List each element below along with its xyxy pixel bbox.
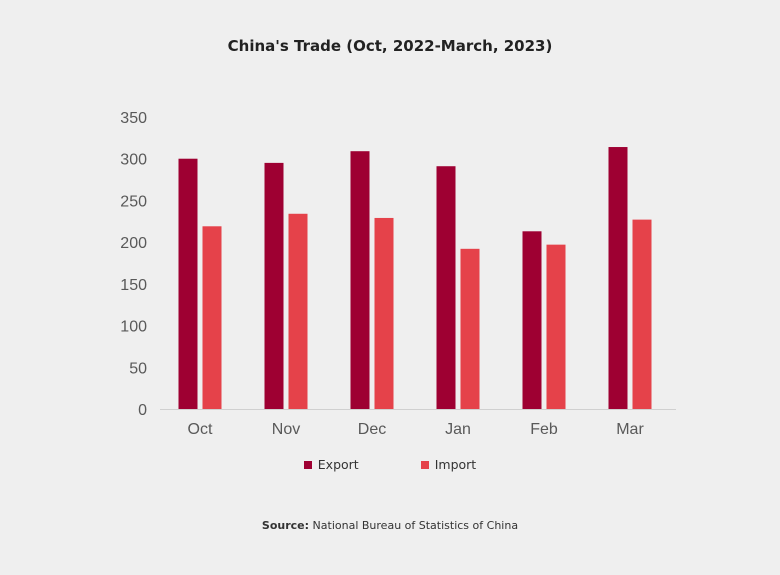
- legend-swatch-import: [420, 460, 429, 469]
- bar-import-dec: [374, 217, 394, 409]
- chart-title: China's Trade (Oct, 2022-March, 2023): [227, 37, 553, 55]
- bar-import-jan: [460, 248, 480, 409]
- bar-export-dec: [350, 151, 370, 409]
- y-tick-label: 250: [120, 193, 147, 210]
- x-tick-label: Feb: [530, 421, 558, 438]
- legend-label-export: Export: [317, 457, 359, 472]
- bar-export-mar: [608, 147, 628, 409]
- bar-import-mar: [632, 219, 652, 409]
- x-tick-label: Jan: [445, 421, 471, 438]
- y-tick-label: 150: [120, 277, 147, 294]
- bar-export-feb: [522, 231, 542, 409]
- legend-swatch-export: [303, 460, 312, 469]
- x-tick-label: Mar: [616, 421, 644, 438]
- y-tick-label: 0: [138, 402, 147, 419]
- legend: Export Import: [0, 457, 780, 472]
- y-tick-label: 300: [120, 152, 147, 169]
- bar-export-nov: [264, 162, 284, 409]
- source-label: Source:: [261, 519, 310, 532]
- x-tick-label: Nov: [272, 421, 300, 438]
- source-note: Source: National Bureau of Statistics of…: [0, 519, 780, 532]
- y-tick-label: 350: [120, 110, 147, 127]
- bar-import-oct: [202, 226, 222, 409]
- bar-export-oct: [178, 158, 198, 409]
- y-tick-label: 100: [120, 319, 147, 336]
- y-tick-label: 200: [120, 235, 147, 252]
- bar-import-feb: [546, 244, 566, 409]
- y-tick-label: 50: [129, 360, 147, 377]
- source-text: National Bureau of Statistics of China: [312, 519, 519, 532]
- bar-import-nov: [288, 213, 308, 409]
- x-tick-label: Oct: [188, 421, 213, 438]
- legend-item-import: Import: [420, 457, 477, 472]
- bar-export-jan: [436, 166, 456, 409]
- x-tick-label: Dec: [358, 421, 386, 438]
- legend-label-import: Import: [434, 457, 477, 472]
- legend-item-export: Export: [303, 457, 359, 472]
